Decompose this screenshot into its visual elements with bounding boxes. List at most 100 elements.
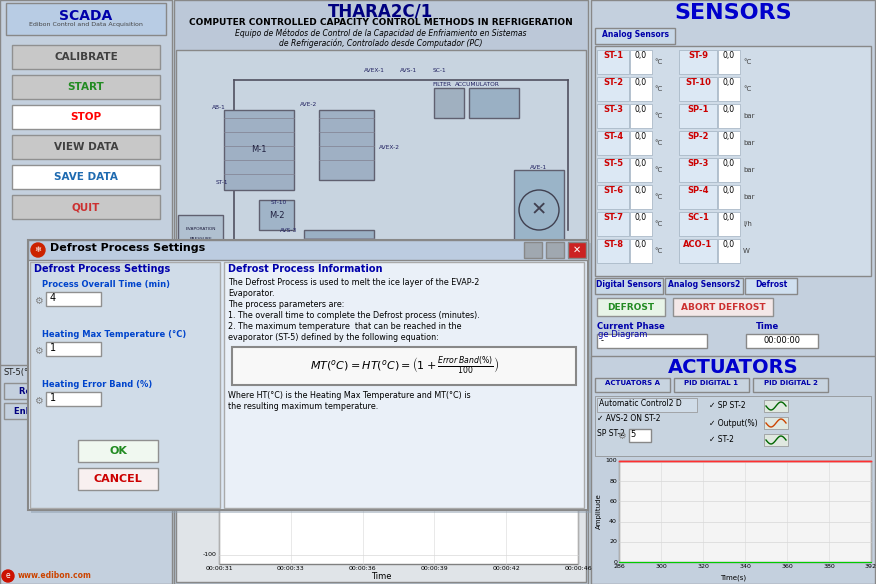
Text: bar: bar [743,194,754,200]
Text: 60: 60 [609,499,617,504]
Text: ST-8: ST-8 [603,241,623,249]
Text: 0,0: 0,0 [635,105,647,114]
Text: SC-1: SC-1 [432,68,446,73]
Text: l/h: l/h [743,221,752,227]
FancyBboxPatch shape [434,88,464,118]
Text: 0,0: 0,0 [635,186,647,195]
Text: 0,0: 0,0 [635,213,647,223]
FancyBboxPatch shape [595,378,670,392]
Text: Edibon Control and Data Acquisition: Edibon Control and Data Acquisition [29,22,143,27]
FancyBboxPatch shape [0,0,172,584]
FancyBboxPatch shape [12,195,160,219]
Text: Heating Max Temperature (°C): Heating Max Temperature (°C) [42,330,187,339]
Text: ST-1: ST-1 [215,180,229,185]
Text: °C: °C [743,59,752,65]
Text: Current Phase: Current Phase [597,322,665,331]
FancyBboxPatch shape [674,378,749,392]
FancyBboxPatch shape [78,440,158,462]
FancyBboxPatch shape [630,213,652,237]
Text: COMPUTER CONTROLLED CAPACITY CONTROL METHODS IN REFRIGERATION: COMPUTER CONTROLLED CAPACITY CONTROL MET… [189,18,573,27]
Text: AP-1: AP-1 [433,330,446,335]
FancyBboxPatch shape [12,45,160,69]
Text: °C: °C [654,194,662,200]
Text: ST-3: ST-3 [603,105,623,114]
Text: ST-7: ST-7 [603,213,623,223]
FancyBboxPatch shape [718,104,740,128]
Text: 00:00:42: 00:00:42 [492,566,520,571]
Text: 0,0: 0,0 [723,78,735,87]
Text: -: - [601,336,604,345]
Text: Where HT(°C) is the Heating Max Temperature and MT(°C) is: Where HT(°C) is the Heating Max Temperat… [228,391,470,400]
FancyBboxPatch shape [12,75,160,99]
Text: ST-10: ST-10 [685,78,711,87]
Text: ACTUATORS A: ACTUATORS A [605,380,660,386]
Text: SCADA: SCADA [60,9,113,23]
FancyBboxPatch shape [597,334,707,348]
FancyBboxPatch shape [595,28,675,44]
FancyBboxPatch shape [718,77,740,101]
FancyBboxPatch shape [679,131,717,155]
Text: VIEW DATA: VIEW DATA [53,142,118,152]
Text: SC-1: SC-1 [687,213,709,223]
FancyBboxPatch shape [630,131,652,155]
Text: 360: 360 [781,564,793,569]
FancyBboxPatch shape [524,242,542,258]
Text: PID DIGITAL 1: PID DIGITAL 1 [684,380,738,386]
FancyBboxPatch shape [591,356,875,584]
FancyBboxPatch shape [745,278,797,294]
Text: SP-4: SP-4 [688,186,709,195]
FancyBboxPatch shape [595,396,871,456]
Text: www.edibon.com: www.edibon.com [18,571,92,580]
Text: Defrost Process Information: Defrost Process Information [228,264,383,274]
Text: EVAPORATION: EVAPORATION [186,227,216,231]
FancyBboxPatch shape [718,50,740,74]
FancyBboxPatch shape [224,110,294,190]
Text: Analog Sensors: Analog Sensors [602,30,668,39]
Text: ST-1: ST-1 [603,51,623,60]
FancyBboxPatch shape [597,50,629,74]
Text: Defrost: Defrost [755,280,788,289]
Text: Analog Sensors2: Analog Sensors2 [668,280,740,289]
Text: Time: Time [756,322,780,331]
FancyBboxPatch shape [679,50,717,74]
Text: 1: 1 [50,393,56,403]
Text: the resulting maximum temperature.: the resulting maximum temperature. [228,402,378,411]
Text: °C: °C [654,248,662,255]
Text: Reset Plot: Reset Plot [18,387,67,395]
FancyBboxPatch shape [12,135,160,159]
Text: CALIBRATE: CALIBRATE [54,52,118,62]
FancyBboxPatch shape [764,417,788,429]
Text: Digital Sensors: Digital Sensors [597,280,661,289]
Text: °C: °C [654,59,662,65]
Text: AVEX-2: AVEX-2 [378,145,399,150]
Text: 0,0: 0,0 [723,159,735,168]
Text: 4: 4 [50,293,56,303]
Text: bar: bar [743,113,754,119]
Text: ✕: ✕ [531,200,548,220]
Text: SP-1: SP-1 [688,105,709,114]
Text: ✓ Output(%): ✓ Output(%) [709,419,758,427]
Text: 380: 380 [823,564,835,569]
Text: 320: 320 [697,564,709,569]
FancyBboxPatch shape [219,377,578,564]
FancyBboxPatch shape [86,403,154,419]
Text: 0,0: 0,0 [723,132,735,141]
FancyBboxPatch shape [176,50,586,360]
Text: W: W [743,248,750,255]
Text: ▼: ▼ [158,408,163,414]
Text: 0,0: 0,0 [723,186,735,195]
Text: REGULATOR: REGULATOR [187,247,215,251]
Text: AVS-1: AVS-1 [400,68,418,73]
FancyBboxPatch shape [12,105,160,129]
FancyBboxPatch shape [30,262,220,508]
FancyBboxPatch shape [764,434,788,446]
Text: 500: 500 [205,496,217,501]
FancyBboxPatch shape [718,213,740,237]
FancyBboxPatch shape [259,200,294,230]
FancyBboxPatch shape [597,239,629,263]
FancyBboxPatch shape [597,77,629,101]
Text: Amplitude: Amplitude [596,493,602,529]
Text: ⚙: ⚙ [33,346,42,356]
Text: 2. The maximum temperature  that can be reached in the: 2. The maximum temperature that can be r… [228,322,462,331]
Text: 0,0: 0,0 [635,241,647,249]
